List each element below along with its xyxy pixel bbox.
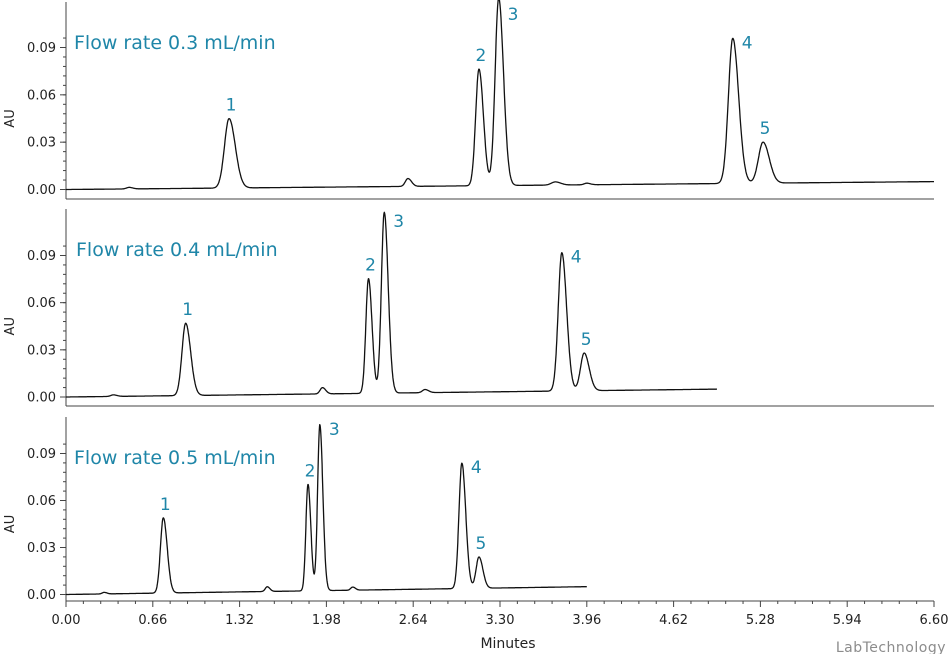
peak-label: 2 <box>476 46 487 66</box>
x-axis-label: Minutes <box>480 636 535 652</box>
y-tick-label: 0.00 <box>27 391 56 406</box>
x-tick-label: 6.60 <box>920 613 949 628</box>
chromatogram-trace <box>65 424 588 596</box>
peak-label: 3 <box>508 5 519 25</box>
peak-label: 5 <box>476 534 487 554</box>
panel-1: 0.00 0.03 0.06 0.09 AU Flow rate 0.3 mL/min 1 2… <box>3 0 935 200</box>
y-axis-label: AU <box>3 515 18 533</box>
x-tick-label: 1.32 <box>225 613 254 628</box>
peak-label: 2 <box>365 256 376 276</box>
peak-label: 5 <box>581 330 592 350</box>
y-tick-label: 0.00 <box>27 183 56 198</box>
y-tick-label: 0.09 <box>27 41 56 56</box>
x-tick-label: 3.96 <box>572 613 601 628</box>
shared-x-axis: 0.00 0.66 1.32 1.98 2.64 3.30 3.96 4.62 5.28 5.94… <box>52 601 949 628</box>
y-tick-label: 0.03 <box>27 343 56 358</box>
panel-title: Flow rate 0.5 mL/min <box>74 447 276 469</box>
y-axis-label: AU <box>3 317 18 335</box>
x-tick-label: 2.64 <box>399 613 428 628</box>
peak-label: 1 <box>160 495 171 515</box>
peak-label: 4 <box>742 33 753 53</box>
y-tick-label: 0.06 <box>27 494 56 509</box>
panel-2: 0.00 0.03 0.06 0.09 AU Flow rate 0.4 mL/min 1 2… <box>3 209 934 407</box>
y-tick-label: 0.06 <box>27 88 56 103</box>
y-tick-label: 0.06 <box>27 296 56 311</box>
y-tick-label: 0.00 <box>27 588 56 603</box>
y-tick-label: 0.03 <box>27 541 56 556</box>
x-tick-label: 4.62 <box>659 613 688 628</box>
peak-label: 1 <box>182 300 193 320</box>
peak-label: 1 <box>226 96 237 116</box>
chromatogram-trace <box>65 0 935 191</box>
x-tick-label: 5.94 <box>833 613 862 628</box>
peak-label: 3 <box>329 420 340 440</box>
peak-label: 4 <box>471 458 482 478</box>
peak-label: 3 <box>393 212 404 232</box>
y-tick-label: 0.09 <box>27 447 56 462</box>
y-tick-label: 0.03 <box>27 136 56 151</box>
watermark: LabTechnology <box>836 640 946 654</box>
peak-label: 4 <box>571 248 582 268</box>
y-tick-label: 0.09 <box>27 249 56 264</box>
peak-label: 5 <box>760 119 771 139</box>
peak-label: 2 <box>305 461 316 481</box>
x-tick-label: 0.66 <box>138 613 167 628</box>
x-tick-label: 3.30 <box>486 613 515 628</box>
x-tick-label: 0.00 <box>52 613 81 628</box>
panel-title: Flow rate 0.3 mL/min <box>74 32 276 54</box>
y-axis-label: AU <box>3 109 18 127</box>
chromatogram-trace <box>65 211 718 398</box>
panel-3: 0.00 0.03 0.06 0.09 AU Flow rate 0.5 mL/min 1 2… <box>3 417 934 603</box>
x-tick-label: 1.98 <box>312 613 341 628</box>
x-tick-label: 5.28 <box>746 613 775 628</box>
panel-title: Flow rate 0.4 mL/min <box>76 239 278 261</box>
chart-panels: 0.00 0.03 0.06 0.09 AU Flow rate 0.3 mL/min 1 2… <box>3 0 935 603</box>
